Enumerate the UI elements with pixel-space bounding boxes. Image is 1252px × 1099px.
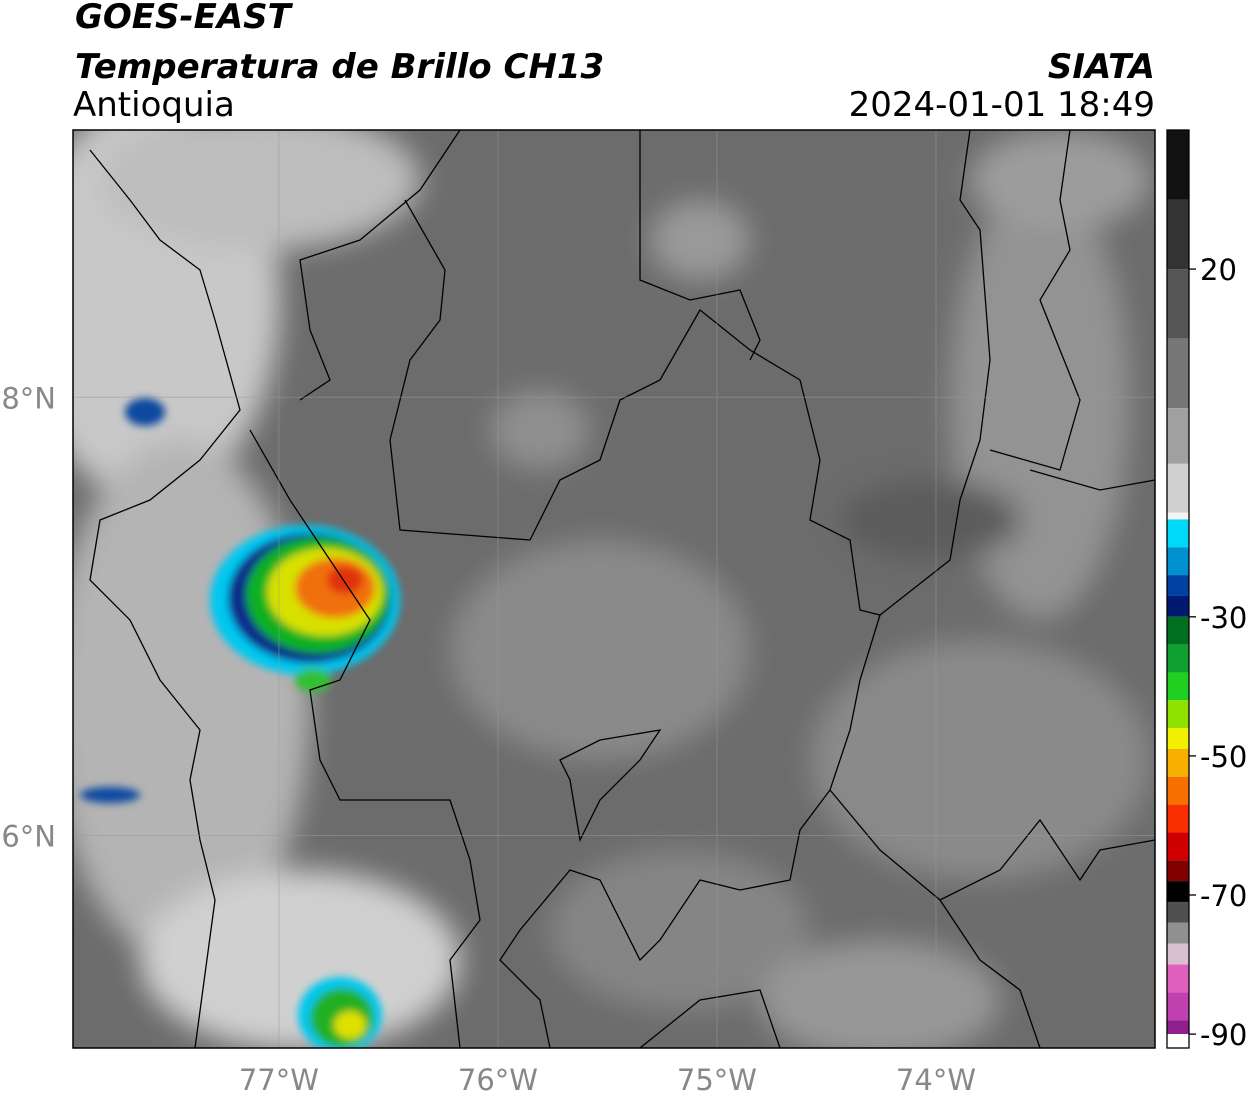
colorbar-segment	[1167, 644, 1189, 673]
colorbar-segment	[1167, 748, 1189, 777]
colorbar-segment	[1167, 964, 1189, 993]
colorbar-tick-label: -70	[1200, 879, 1247, 913]
colorbar-segment	[1167, 776, 1189, 805]
datetime-label: 2024-01-01 18:49	[849, 85, 1155, 125]
y-tick-label: 8°N	[1, 381, 56, 415]
satellite-image	[73, 130, 1155, 1048]
colorbar-segment	[1167, 860, 1189, 882]
colorbar-segment	[1167, 595, 1189, 617]
colorbar-segment	[1167, 463, 1189, 513]
colorbar-segment	[1167, 199, 1189, 270]
colorbar-segment	[1167, 408, 1189, 464]
colorbar-segment	[1167, 700, 1189, 729]
colorbar-segment	[1167, 338, 1189, 409]
colorbar-segment	[1167, 269, 1189, 339]
colorbar-segment	[1167, 832, 1189, 861]
convective-cells	[80, 398, 400, 1048]
satellite-title: GOES-EAST	[75, 0, 294, 37]
region-label: Antioquia	[73, 85, 235, 125]
borders	[89, 130, 1155, 1048]
colorbar-segment	[1167, 943, 1189, 965]
colorbar-tick-label: -90	[1200, 1018, 1247, 1052]
colorbar-segment	[1167, 728, 1189, 749]
colorbar-segment	[1167, 804, 1189, 833]
colorbar-segment	[1167, 922, 1189, 944]
colorbar-segment	[1167, 130, 1189, 200]
colorbar-segment	[1167, 575, 1189, 596]
colorbar-tick-label: -50	[1200, 740, 1247, 774]
colorbar-segment	[1167, 519, 1189, 548]
x-tick-label: 75°W	[677, 1063, 757, 1097]
map-frame	[72, 129, 1156, 1049]
x-tick-label: 74°W	[896, 1063, 976, 1097]
y-tick-label: 6°N	[1, 819, 56, 853]
colorbar-segment	[1167, 901, 1189, 923]
colorbar: 20 -30 -50 -70 -90	[1167, 130, 1247, 1052]
x-tick-label: 77°W	[239, 1063, 319, 1097]
colorbar-segment	[1167, 1034, 1189, 1048]
colorbar-segment	[1167, 672, 1189, 701]
product-title: Temperatura de Brillo CH13	[75, 47, 604, 87]
colorbar-tick-label: -30	[1200, 601, 1247, 635]
graticule: 77°W 76°W 75°W 74°W 8°N 6°N	[1, 130, 1155, 1097]
colorbar-frame	[1166, 129, 1190, 1049]
x-tick-label: 76°W	[458, 1063, 538, 1097]
colorbar-segment	[1167, 616, 1189, 645]
colorbar-segment	[1167, 547, 1189, 576]
source-label: SIATA	[1048, 47, 1155, 87]
colorbar-segment	[1167, 1020, 1189, 1035]
colorbar-segment	[1167, 512, 1189, 520]
colorbar-segment	[1167, 992, 1189, 1021]
colorbar-segment	[1167, 881, 1189, 902]
colorbar-tick-label: 20	[1200, 253, 1237, 287]
